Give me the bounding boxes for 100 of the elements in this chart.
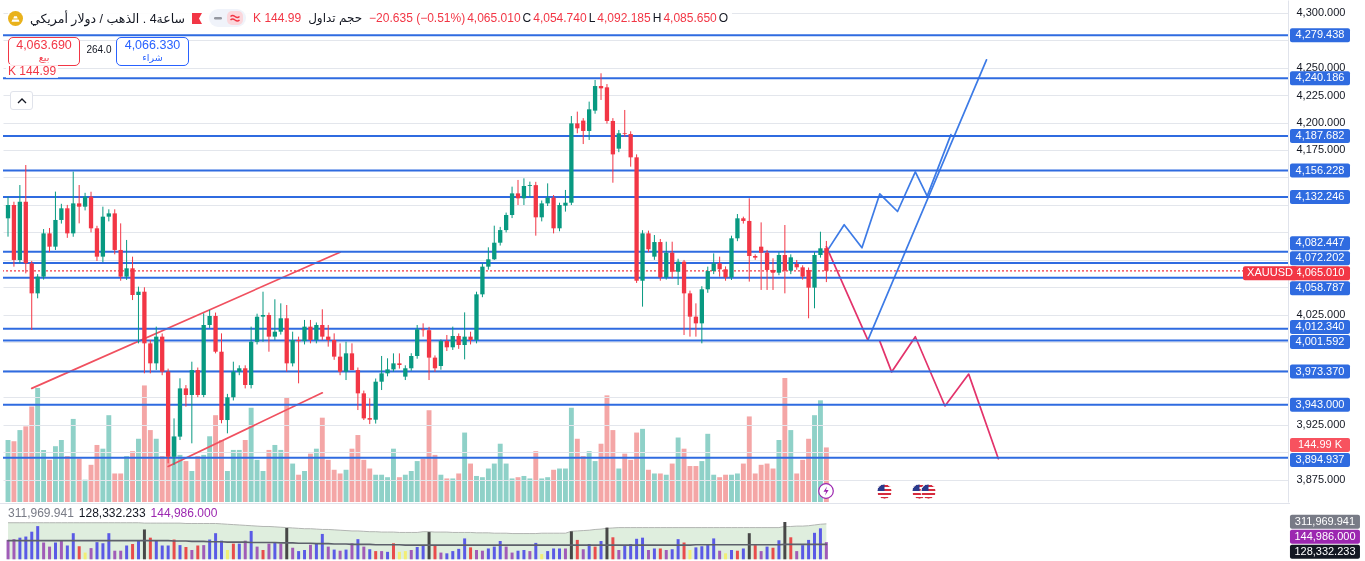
bar bbox=[776, 440, 782, 502]
bar bbox=[136, 438, 141, 502]
bar bbox=[486, 548, 490, 560]
bar bbox=[724, 553, 728, 560]
bar bbox=[89, 548, 93, 560]
bar bbox=[463, 538, 467, 560]
candlestick bbox=[59, 203, 64, 225]
bar bbox=[457, 548, 461, 560]
bar bbox=[189, 471, 195, 502]
bar bbox=[605, 527, 609, 560]
bar bbox=[759, 551, 763, 560]
annotation: بيع bbox=[38, 52, 50, 64]
y-tick-label: 4,025.000 bbox=[1296, 308, 1346, 321]
candlestick bbox=[687, 290, 693, 338]
candlestick bbox=[616, 129, 621, 153]
candlestick bbox=[355, 367, 361, 411]
candlestick bbox=[652, 234, 657, 261]
text: 311,969.941 bbox=[8, 506, 74, 520]
bar bbox=[285, 527, 289, 560]
bar bbox=[95, 542, 99, 560]
bar bbox=[183, 461, 189, 502]
bar bbox=[386, 551, 390, 560]
candlestick bbox=[225, 393, 230, 434]
bar bbox=[11, 441, 17, 502]
bar bbox=[291, 547, 295, 560]
bar bbox=[303, 549, 307, 560]
candlestick bbox=[788, 253, 793, 275]
bar bbox=[267, 543, 271, 560]
bar bbox=[130, 451, 135, 502]
annotation: H bbox=[652, 11, 662, 25]
candlestick bbox=[47, 227, 52, 253]
bar bbox=[101, 543, 105, 560]
bar bbox=[65, 545, 69, 560]
candlestick bbox=[148, 339, 153, 374]
candlestick bbox=[5, 196, 11, 238]
bar bbox=[184, 546, 188, 560]
bar bbox=[753, 545, 757, 560]
y-tick-label: 4,250.000 bbox=[1296, 61, 1346, 74]
bar bbox=[326, 546, 330, 560]
bar bbox=[195, 456, 201, 502]
y-tick-label: 4,300.000 bbox=[1296, 6, 1346, 19]
candlestick bbox=[492, 225, 497, 261]
bar bbox=[36, 526, 40, 560]
bar bbox=[107, 533, 111, 560]
y-tick-label: 3,875.000 bbox=[1296, 473, 1346, 486]
candlestick bbox=[587, 101, 592, 141]
ref-line-label: 4,082.447 bbox=[1295, 236, 1345, 249]
candlestick bbox=[35, 273, 40, 299]
bar bbox=[640, 428, 645, 502]
annotation: 144.99 K bbox=[8, 64, 57, 78]
bar bbox=[249, 530, 253, 560]
bar bbox=[824, 542, 828, 560]
bar bbox=[308, 544, 312, 560]
candlestick bbox=[735, 213, 740, 242]
bar bbox=[611, 537, 615, 560]
bar bbox=[273, 542, 277, 560]
candlestick bbox=[367, 397, 372, 425]
annotation: 4,065.010 bbox=[467, 11, 521, 25]
bar bbox=[297, 551, 301, 560]
bar bbox=[350, 543, 354, 560]
candlestick bbox=[539, 200, 544, 222]
bar bbox=[444, 478, 450, 502]
bar bbox=[356, 539, 360, 560]
bar bbox=[83, 552, 87, 560]
bar bbox=[616, 468, 622, 502]
candlestick bbox=[628, 130, 633, 168]
bar bbox=[528, 551, 532, 560]
bar bbox=[255, 546, 259, 560]
candlestick bbox=[397, 352, 402, 370]
bar bbox=[30, 531, 34, 560]
text: 144,986.000 bbox=[150, 506, 218, 520]
bar bbox=[124, 456, 130, 502]
ref-line-label: 3,943.000 bbox=[1295, 397, 1345, 410]
bar bbox=[261, 549, 265, 560]
candlestick bbox=[462, 311, 467, 360]
candlestick bbox=[183, 384, 189, 408]
bar bbox=[765, 546, 769, 560]
annotation: 144.99 K bbox=[253, 11, 302, 25]
candlestick bbox=[776, 251, 782, 276]
bar bbox=[675, 437, 681, 502]
bar bbox=[214, 533, 218, 560]
bar bbox=[421, 545, 425, 560]
text: ساعة4 . الذهب / دولار أمريكي bbox=[30, 10, 186, 26]
bar bbox=[646, 469, 651, 502]
candlestick bbox=[515, 179, 521, 206]
y-tick-label: 4,225.000 bbox=[1296, 88, 1346, 101]
candlestick bbox=[337, 342, 343, 376]
bar bbox=[652, 548, 656, 560]
bar bbox=[332, 549, 336, 560]
bar bbox=[533, 451, 539, 502]
bar bbox=[450, 478, 456, 502]
bar bbox=[516, 550, 520, 560]
bar bbox=[47, 459, 52, 502]
bar bbox=[166, 545, 170, 560]
bar bbox=[302, 471, 307, 502]
candlestick bbox=[243, 364, 248, 389]
bar bbox=[664, 549, 668, 560]
candlestick bbox=[77, 184, 82, 224]
candlestick bbox=[124, 239, 129, 281]
bar bbox=[789, 537, 793, 560]
